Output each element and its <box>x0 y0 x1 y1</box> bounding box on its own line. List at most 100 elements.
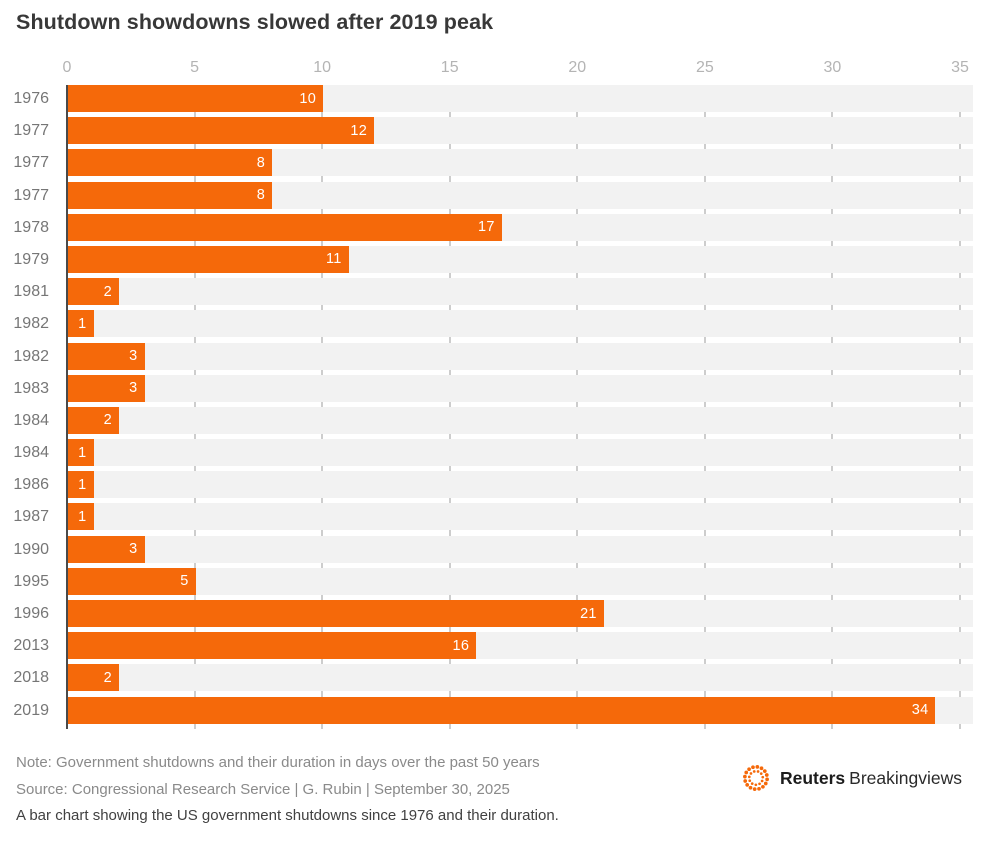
bar-value-label: 5 <box>180 573 189 590</box>
brand-name-reuters: Reuters <box>780 767 846 788</box>
brand-lockup: Reuters Breakingviews <box>741 763 962 793</box>
year-label: 1990 <box>13 540 49 558</box>
bar: 16 <box>68 632 477 660</box>
bar-value-label: 11 <box>326 251 342 268</box>
year-label: 1987 <box>13 508 49 526</box>
bar-value-label: 1 <box>78 315 87 332</box>
bar-row: 1981 2 <box>0 278 986 310</box>
x-tick-label: 20 <box>568 59 587 76</box>
bar: 3 <box>68 535 145 563</box>
bar: 1 <box>68 471 94 499</box>
chart-footer: Note: Government shutdowns and their dur… <box>16 754 559 834</box>
year-label: 1977 <box>13 154 49 172</box>
x-tick-label: 30 <box>823 59 842 76</box>
bar-value-label: 34 <box>911 702 929 719</box>
bar-track: 3 <box>68 342 973 370</box>
year-label: 1996 <box>13 605 49 622</box>
year-label: 1984 <box>13 444 49 462</box>
x-tick-label: 15 <box>440 59 459 76</box>
year-label: 1984 <box>13 411 49 429</box>
bar-value-label: 1 <box>78 476 87 493</box>
chart-title: Shutdown showdowns slowed after 2019 pea… <box>16 10 494 34</box>
bar-row: 1983 3 <box>0 374 986 407</box>
bar-value-label: 16 <box>452 637 470 654</box>
bar-track: 34 <box>68 696 973 724</box>
bar-value-label: 12 <box>350 122 368 139</box>
source-text: Source: Congressional Research Service |… <box>16 780 510 798</box>
bar-track: 8 <box>68 149 973 177</box>
bar-row: 1990 3 <box>0 535 986 568</box>
alt-text: A bar chart showing the US government sh… <box>16 807 559 824</box>
bar-track: 3 <box>68 374 973 402</box>
x-tick-label: 10 <box>313 59 332 76</box>
year-label: 1983 <box>13 379 49 397</box>
bar-track: 3 <box>68 535 973 563</box>
bar: 1 <box>68 439 94 467</box>
year-label: 1982 <box>13 315 49 333</box>
bar: 8 <box>68 181 273 209</box>
brand-name-breakingviews: Breakingviews <box>849 767 962 788</box>
year-label: 1995 <box>13 572 49 590</box>
bar-track: 11 <box>68 245 973 273</box>
bar-row: 1977 12 <box>0 117 986 149</box>
bar-track: 1 <box>68 310 973 338</box>
bar: 1 <box>68 310 94 338</box>
bar-row: 2013 16 <box>0 632 986 664</box>
bar-row: 1987 1 <box>0 503 986 535</box>
bar-track: 1 <box>68 471 973 499</box>
bar-row: 1982 3 <box>0 342 986 375</box>
bar: 17 <box>68 213 502 241</box>
bar-row: 1977 8 <box>0 181 986 214</box>
x-tick-label: 35 <box>951 59 969 76</box>
bar: 2 <box>68 278 120 306</box>
year-label: 1976 <box>13 90 49 107</box>
bar-value-label: 2 <box>103 669 113 686</box>
year-label: 1977 <box>13 186 49 204</box>
bar-row: 1995 5 <box>0 567 986 600</box>
bar-track: 16 <box>68 632 973 660</box>
bar-track: 21 <box>68 600 973 627</box>
bar-track: 2 <box>68 278 973 306</box>
bar-track: 1 <box>68 439 973 467</box>
bar-row: 1978 17 <box>0 213 986 246</box>
bar-value-label: 1 <box>78 444 87 461</box>
bar-row: 1996 21 <box>0 600 986 632</box>
bar: 12 <box>68 117 375 145</box>
bar: 3 <box>68 342 145 370</box>
bar-value-label: 8 <box>256 154 266 171</box>
year-label: 1979 <box>13 250 49 268</box>
bar-value-label: 2 <box>103 412 113 429</box>
bar-value-label: 3 <box>129 348 138 364</box>
bar-rows: 1976 10 1977 12 1977 8 1977 8 <box>0 85 986 729</box>
bar: 8 <box>68 149 273 177</box>
bar-value-label: 17 <box>478 219 495 236</box>
year-label: 2013 <box>13 637 49 655</box>
bar-value-label: 21 <box>580 605 597 622</box>
bar: 11 <box>68 245 349 273</box>
bar-track: 17 <box>68 213 973 241</box>
bar: 1 <box>68 503 94 531</box>
bar: 2 <box>68 406 120 434</box>
bar-track: 5 <box>68 567 973 595</box>
bar-track: 2 <box>68 664 973 692</box>
bar-track: 1 <box>68 503 973 531</box>
year-label: 2018 <box>13 669 49 687</box>
bar: 5 <box>68 567 196 595</box>
bar: 10 <box>68 85 324 112</box>
x-tick-label: 0 <box>62 59 72 76</box>
bar-row: 1976 10 <box>0 85 986 117</box>
bar-row: 1982 1 <box>0 310 986 342</box>
bar-value-label: 3 <box>129 380 138 397</box>
bar: 21 <box>68 600 604 627</box>
bar: 3 <box>68 374 145 402</box>
year-label: 1977 <box>13 122 49 140</box>
bar-value-label: 3 <box>129 541 138 558</box>
bar-row: 1984 2 <box>0 406 986 439</box>
year-label: 2019 <box>13 701 49 719</box>
year-label: 1978 <box>13 218 49 236</box>
bar-row: 1979 11 <box>0 245 986 278</box>
bar-value-label: 10 <box>299 90 317 107</box>
year-label: 1981 <box>13 283 49 301</box>
bar-value-label: 1 <box>78 508 87 525</box>
